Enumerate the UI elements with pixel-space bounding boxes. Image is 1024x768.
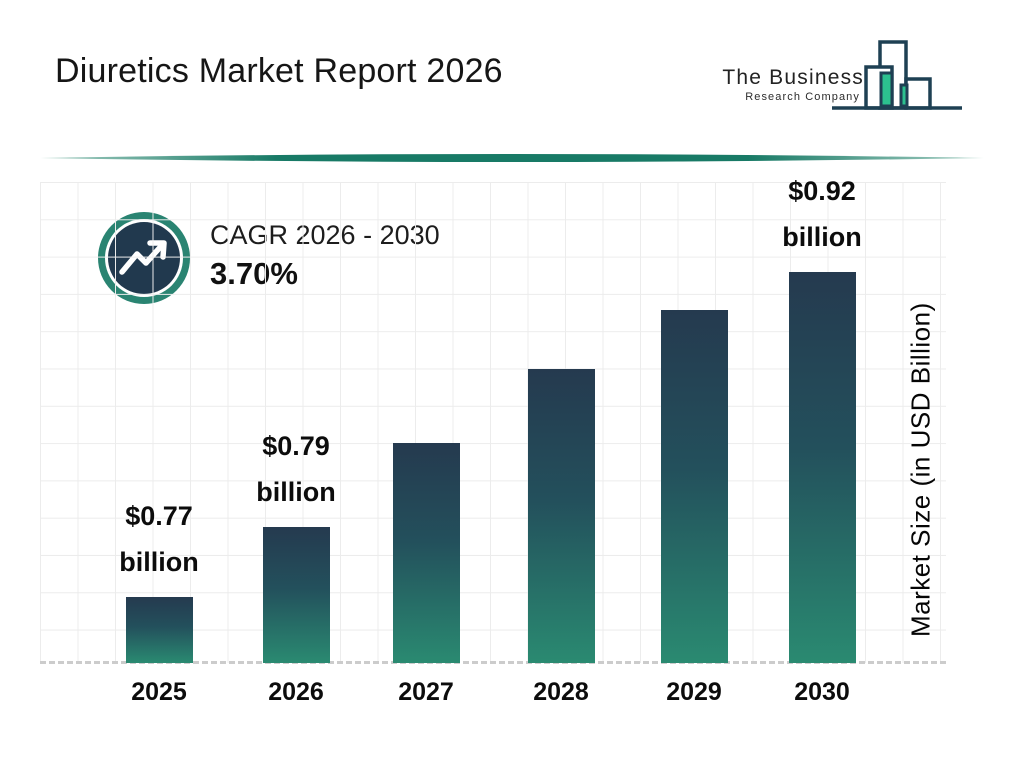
bar-value-amount: $0.77	[125, 501, 193, 531]
x-axis-baseline	[40, 661, 946, 664]
bar-2028	[527, 369, 595, 663]
page-title: Diuretics Market Report 2026	[55, 52, 503, 90]
bar-value-label-2025: $0.77 billion	[119, 493, 198, 585]
bar-skyline-logo-icon	[832, 40, 962, 110]
bar-2025	[125, 597, 193, 663]
x-axis-label-2028: 2028	[533, 678, 589, 706]
bar-2030	[788, 272, 856, 663]
bar-value-unit: billion	[256, 477, 336, 507]
bar-2027	[392, 443, 460, 663]
logo-company-name: The Business	[722, 66, 864, 89]
x-axis-label-2029: 2029	[666, 678, 722, 706]
y-axis-title: Market Size (in USD Billion)	[905, 302, 936, 638]
section-divider	[40, 154, 984, 162]
bar-value-label-2030: $0.92 billion	[782, 168, 861, 260]
bar-value-amount: $0.79	[262, 431, 330, 461]
bar-2029	[660, 310, 728, 663]
logo-company-subtitle: Research Company	[745, 91, 860, 103]
x-axis-label-2030: 2030	[794, 678, 850, 706]
x-axis-labels: 2025 2026 2027 2028 2029 2030	[40, 678, 946, 712]
bar-2026	[262, 527, 330, 663]
plot-area: $0.77 billion $0.79 billion $0.92 billion	[40, 176, 946, 664]
bar-value-unit: billion	[119, 547, 199, 577]
bar-value-amount: $0.92	[788, 176, 856, 206]
bar-value-label-2026: $0.79 billion	[256, 423, 335, 515]
x-axis-label-2026: 2026	[268, 678, 324, 706]
x-axis-label-2025: 2025	[131, 678, 187, 706]
x-axis-label-2027: 2027	[398, 678, 454, 706]
bar-value-unit: billion	[782, 222, 862, 252]
